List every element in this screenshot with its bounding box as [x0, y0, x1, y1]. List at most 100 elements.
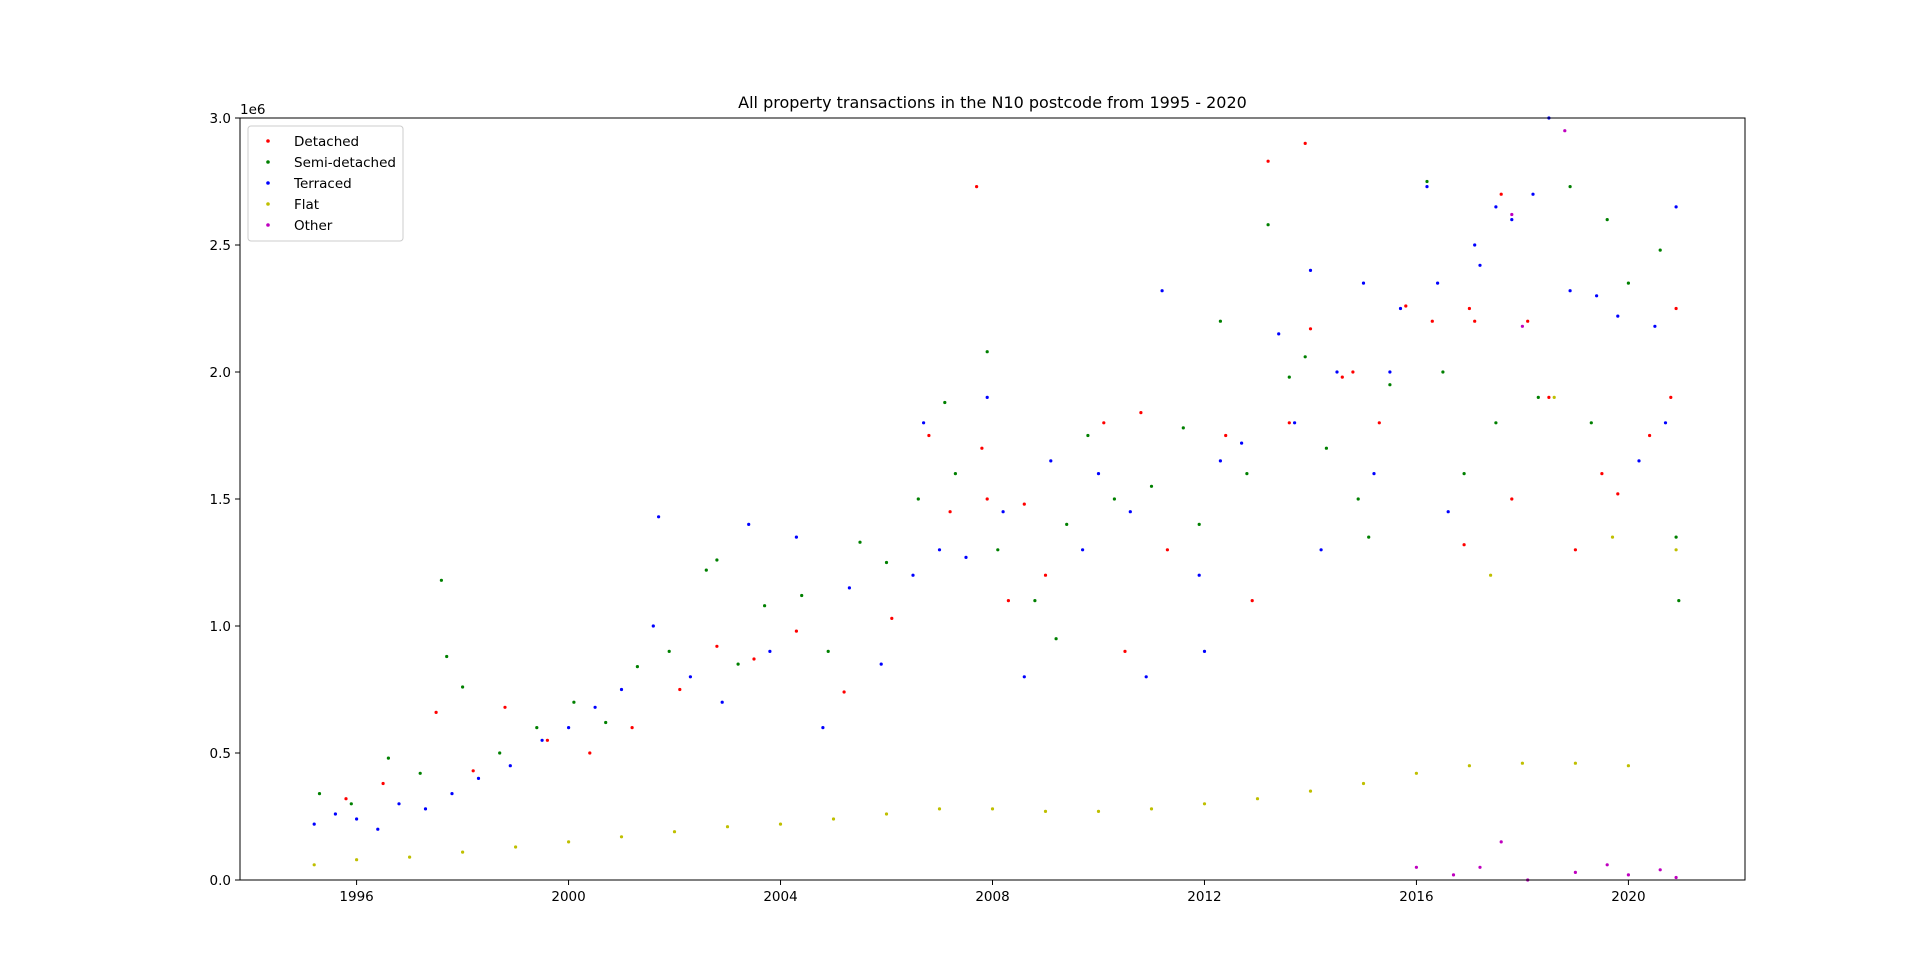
- data-point: [1160, 289, 1164, 293]
- data-point: [381, 781, 385, 786]
- data-point: [386, 756, 390, 760]
- data-point: [1425, 185, 1429, 189]
- data-point: [1197, 522, 1201, 527]
- data-point: [1181, 426, 1185, 430]
- data-point: [1086, 433, 1090, 438]
- data-point: [397, 802, 401, 806]
- x-tick-label: 2016: [1399, 889, 1433, 905]
- y-tick-label: 3.0: [210, 111, 231, 127]
- data-point: [678, 687, 682, 692]
- data-point: [1149, 807, 1154, 811]
- data-point: [1669, 395, 1673, 399]
- chart-title: All property transactions in the N10 pos…: [738, 93, 1247, 112]
- data-point: [1616, 314, 1620, 318]
- data-point: [1372, 472, 1376, 476]
- legend-marker: [266, 139, 270, 143]
- data-point: [567, 726, 571, 730]
- data-point: [715, 644, 719, 648]
- data-point: [418, 771, 422, 775]
- legend-marker: [266, 223, 270, 227]
- x-axis: 1996 2000 2004 2008 2012 2016 2020: [339, 880, 1646, 905]
- data-point: [1303, 355, 1307, 359]
- data-point: [1388, 383, 1392, 387]
- data-point: [1340, 375, 1344, 379]
- legend-marker: [266, 181, 270, 185]
- data-point: [1308, 789, 1313, 793]
- data-point: [667, 649, 671, 654]
- data-point: [408, 855, 412, 859]
- series-detached: [344, 141, 1678, 801]
- data-point: [1224, 433, 1228, 438]
- data-point: [1303, 141, 1307, 145]
- data-point: [1022, 675, 1026, 679]
- data-point: [588, 751, 592, 755]
- data-point: [1425, 179, 1429, 184]
- data-point: [312, 822, 316, 826]
- legend-label: Flat: [294, 197, 319, 213]
- data-point: [736, 662, 740, 666]
- data-point: [747, 522, 751, 527]
- data-point: [842, 690, 846, 694]
- data-point: [333, 812, 337, 816]
- data-point: [450, 792, 454, 796]
- data-point: [1414, 771, 1418, 775]
- data-point: [461, 685, 465, 689]
- data-point: [1648, 433, 1652, 438]
- data-point: [1277, 332, 1281, 336]
- data-point: [1218, 459, 1222, 463]
- data-point: [1499, 192, 1503, 196]
- legend-marker: [266, 202, 270, 206]
- data-point: [794, 629, 799, 633]
- data-point: [1081, 548, 1085, 552]
- data-point: [1245, 472, 1249, 476]
- data-point: [1049, 459, 1053, 463]
- data-point: [985, 497, 989, 501]
- data-point: [604, 720, 608, 725]
- y-tick-label: 1.5: [210, 492, 231, 508]
- data-point: [439, 578, 443, 582]
- data-point: [715, 558, 719, 562]
- data-point: [1165, 548, 1169, 552]
- data-point: [720, 700, 724, 704]
- data-point: [1197, 573, 1201, 577]
- data-point: [423, 807, 428, 811]
- y-tick-label: 2.5: [210, 238, 231, 254]
- data-point: [1139, 411, 1143, 415]
- data-point: [376, 827, 380, 831]
- data-point: [1473, 243, 1477, 247]
- data-point: [498, 751, 502, 755]
- data-point: [630, 726, 634, 730]
- data-point: [1674, 875, 1678, 880]
- data-point: [1589, 421, 1593, 425]
- legend-label: Other: [294, 218, 333, 234]
- data-point: [1377, 421, 1381, 425]
- data-point: [471, 769, 475, 773]
- y-tick-label: 1.0: [210, 619, 231, 635]
- data-point: [996, 548, 1000, 552]
- data-point: [672, 830, 677, 834]
- data-point: [1287, 421, 1291, 425]
- data-point: [1335, 370, 1339, 374]
- legend-label: Semi-detached: [294, 155, 396, 171]
- data-point: [922, 421, 926, 425]
- data-point: [911, 573, 915, 577]
- legend-label: Detached: [294, 134, 359, 150]
- data-point: [1255, 797, 1260, 801]
- data-point: [1595, 294, 1599, 298]
- data-point: [1563, 129, 1567, 133]
- data-point: [1430, 319, 1434, 323]
- data-point: [1573, 870, 1577, 875]
- data-point: [884, 560, 889, 565]
- data-point: [1398, 306, 1403, 311]
- data-point: [508, 764, 512, 768]
- data-point: [1616, 492, 1620, 496]
- data-point: [1022, 502, 1026, 506]
- data-point: [1361, 781, 1366, 786]
- data-point: [1128, 510, 1132, 514]
- data-point: [1240, 441, 1244, 445]
- data-point: [1293, 421, 1297, 425]
- data-point: [1467, 306, 1471, 311]
- data-point: [688, 675, 693, 679]
- data-point: [1674, 306, 1678, 311]
- data-point: [572, 700, 576, 704]
